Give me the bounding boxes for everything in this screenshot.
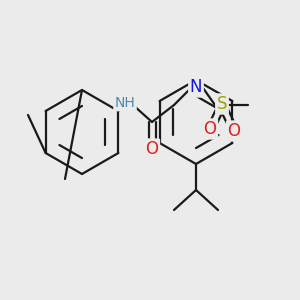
Text: N: N (190, 78, 202, 96)
Text: NH: NH (115, 96, 135, 110)
Text: O: O (227, 122, 241, 140)
Text: S: S (217, 95, 227, 113)
Text: O: O (203, 120, 217, 138)
Text: O: O (146, 140, 158, 158)
